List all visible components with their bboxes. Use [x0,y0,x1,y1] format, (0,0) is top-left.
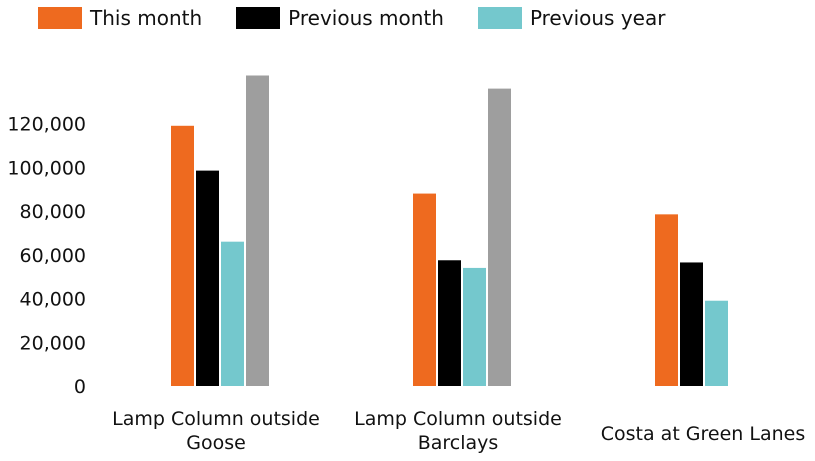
bar [221,241,244,386]
bar [413,193,436,386]
y-tick-label: 80,000 [20,201,86,223]
bar [196,170,219,386]
bar [463,267,486,386]
bar [680,262,703,386]
y-tick-label: 60,000 [20,245,86,267]
x-category-label: Goose [186,432,246,454]
legend-label-previous-year: Previous year [529,6,666,30]
bar [438,260,461,386]
y-tick-label: 100,000 [7,157,86,179]
y-tick-label: 20,000 [20,332,86,354]
y-tick-label: 40,000 [20,289,86,311]
bar [171,125,194,386]
bar [705,300,728,386]
chart-legend: This month Previous month Previous year [38,6,699,30]
legend-label-this-month: This month [90,6,203,30]
bar [246,75,269,386]
y-tick-label: 0 [74,376,86,398]
legend-item-previous-year: Previous year [477,6,666,30]
legend-swatch-previous-year [477,7,522,29]
x-category-label: Barclays [418,432,499,454]
legend-swatch-previous-month [236,7,281,29]
x-category-label: Lamp Column outside [112,408,320,430]
y-tick-label: 120,000 [7,114,86,136]
legend-item-this-month: This month [38,6,202,30]
x-category-label: Costa at Green Lanes [601,423,806,445]
bar [488,88,511,386]
x-category-label: Lamp Column outside [354,408,562,430]
legend-label-previous-month: Previous month [288,6,444,30]
legend-item-previous-month: Previous month [236,6,444,30]
bar [655,214,678,386]
legend-swatch-this-month [38,7,82,29]
